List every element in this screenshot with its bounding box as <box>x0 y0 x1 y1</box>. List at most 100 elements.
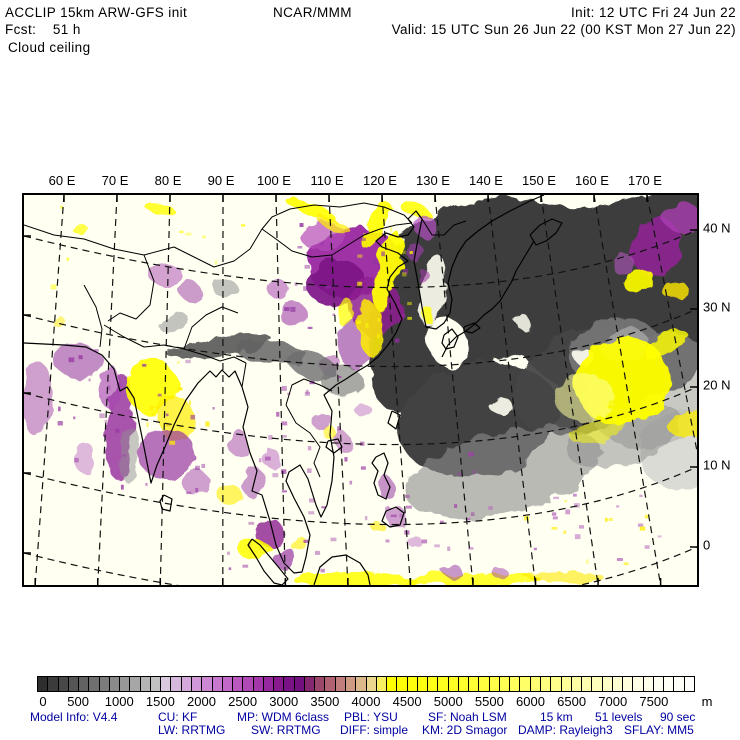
colorbar-cell <box>57 677 68 691</box>
colorbar-cell <box>663 677 674 691</box>
colorbar-cell <box>262 677 274 691</box>
cloud-speckle <box>290 306 296 312</box>
coastline <box>313 554 371 585</box>
cloud-speckle <box>281 386 287 391</box>
cloud-speckle <box>644 514 650 519</box>
cloud-speckle <box>165 413 169 417</box>
colorbar-cell <box>344 677 356 691</box>
meridian-line <box>434 195 474 585</box>
parallel-line <box>24 229 697 289</box>
colorbar-cell <box>581 677 592 691</box>
colorbar-cell <box>611 677 623 691</box>
cloud-region <box>283 197 337 221</box>
lon-tick-label: 130 E <box>416 173 450 188</box>
lon-tick-label: 70 E <box>101 173 129 188</box>
lat-tick-label: 20 N <box>703 377 731 393</box>
cloud-speckle <box>272 473 279 478</box>
cloud-speckle <box>470 512 475 516</box>
cloud-speckle <box>585 559 589 564</box>
cloud-region <box>427 317 469 369</box>
cloud-speckle <box>66 257 70 261</box>
colorbar-cell <box>232 677 243 691</box>
cloud-region <box>333 433 351 449</box>
cloud-speckle <box>657 535 662 538</box>
meridian-line <box>34 195 65 585</box>
lat-tick-label: 40 N <box>703 220 731 236</box>
longitude-axis: 60 E 70 E 80 E 90 E 100 E 110 E 120 E 130 E 140 … <box>0 173 740 189</box>
cloud-speckle <box>297 246 303 249</box>
colorbar-cell <box>273 677 284 691</box>
cloud-speckle <box>524 515 530 521</box>
model-config-item: DAMP: Rayleigh3 <box>518 723 613 737</box>
country-border <box>83 284 103 348</box>
cloud-speckle <box>188 400 191 405</box>
cloud-region <box>312 412 332 430</box>
lon-tick-label: 140 E <box>469 173 503 188</box>
cloud-region <box>275 548 297 570</box>
cloud-speckle <box>365 322 369 328</box>
cloud-speckle <box>195 465 200 471</box>
coastline <box>24 195 545 574</box>
lon-tick-label: 170 E <box>628 173 662 188</box>
colorbar-tick-label: 500 <box>67 694 89 709</box>
cloud-region <box>416 268 428 282</box>
cloud-speckle <box>307 468 312 473</box>
cloud-region <box>306 259 366 307</box>
meridian-line <box>381 195 412 585</box>
colorbar-cell <box>529 677 541 691</box>
cloud-speckle <box>202 235 206 239</box>
cloud-speckle <box>325 285 331 289</box>
cloud-speckle <box>169 440 176 445</box>
cloud-speckle <box>389 227 393 232</box>
cloud-region <box>524 572 604 582</box>
cloud-speckle <box>303 539 309 543</box>
colorbar-tick-label: 3000 <box>269 694 299 709</box>
colorbar-cell <box>293 677 304 691</box>
cloud-speckle <box>309 498 315 503</box>
cloud-region <box>138 427 194 479</box>
cloud-speckle <box>195 487 199 493</box>
cloud-speckle <box>185 232 192 236</box>
model-config-item: LW: RRTMG <box>158 723 226 737</box>
coastline <box>381 506 405 528</box>
colorbar-cell <box>447 677 458 691</box>
cloud-speckle <box>552 516 558 520</box>
valid-time-label: Valid: 15 UTC Sun 26 Jun 22 (00 KST Mon … <box>391 22 736 37</box>
colorbar-cell <box>314 677 325 691</box>
cloud-speckle <box>165 424 172 427</box>
cloud-speckle <box>467 517 471 521</box>
cloud-speckle <box>401 313 406 318</box>
colorbar-cell <box>211 677 222 691</box>
cloud-speckle <box>146 422 149 428</box>
cloud-region <box>24 362 54 438</box>
cloud-speckle <box>608 518 613 521</box>
cloud-speckle <box>637 523 644 527</box>
cloud-speckle <box>78 355 83 360</box>
model-config-line2: LW: RRTMG SW: RRTMG DIFF: simple KM: 2D Sma… <box>0 723 740 737</box>
cloud-speckle <box>357 254 363 258</box>
cloud-speckle <box>320 568 325 573</box>
meridian-line <box>646 195 697 455</box>
cloud-speckle <box>303 286 307 291</box>
lon-tick-label: 160 E <box>575 173 609 188</box>
cloud-speckle <box>381 251 385 257</box>
cloud-speckle <box>58 406 61 412</box>
map-plot-area <box>22 193 699 587</box>
cloud-speckle <box>574 534 581 540</box>
cloud-speckle <box>284 307 290 311</box>
cloud-region <box>229 429 247 457</box>
cloud-speckle <box>142 363 147 367</box>
colorbar-cell <box>427 677 438 691</box>
model-config-item: 51 levels <box>595 710 643 724</box>
colorbar-tick-label: 2500 <box>228 694 258 709</box>
colorbar-labels: 0 500 1000 1500 2000 2500 3000 3500 4000 4500 5000… <box>37 694 737 709</box>
colorbar-tick-label: 5500 <box>474 694 504 709</box>
cloud-region <box>569 416 629 444</box>
coastline <box>325 438 343 454</box>
cloud-speckle <box>639 494 643 498</box>
cloud-speckle <box>157 393 162 397</box>
cloud-speckle <box>145 483 148 486</box>
lon-tick-label: 100 E <box>257 173 291 188</box>
cloud-speckle <box>358 281 363 285</box>
colorbar-cell <box>478 677 489 691</box>
